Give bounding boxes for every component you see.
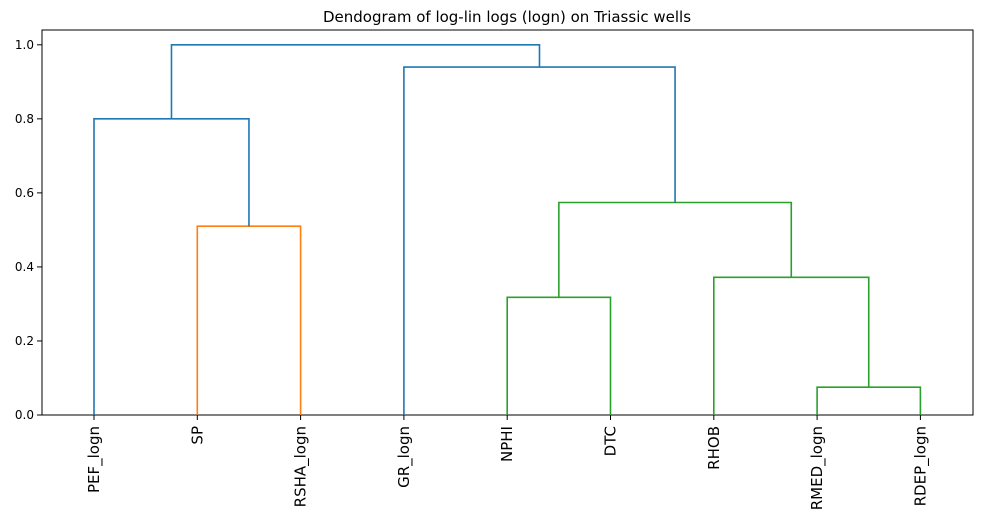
x-tick-label: RSHA_logn — [292, 426, 311, 507]
y-tick-label: 0.6 — [15, 186, 34, 200]
dendrogram-link — [506, 296, 612, 415]
dendrogram-link — [558, 201, 793, 298]
y-tick-label: 1.0 — [15, 38, 34, 52]
dendrogram-link — [403, 66, 676, 415]
x-tick-label: GR_logn — [395, 426, 414, 488]
dendrogram-links — [93, 44, 922, 415]
y-tick-label: 0.0 — [15, 408, 34, 422]
dendrogram-link — [93, 118, 250, 415]
dendrogram-link — [170, 44, 541, 119]
x-tick-label: RHOB — [705, 426, 723, 470]
dendrogram-link — [816, 386, 922, 415]
y-tick-label: 0.8 — [15, 112, 34, 126]
chart-title: Dendogram of log-lin logs (logn) on Tria… — [323, 8, 691, 26]
dendrogram-link — [196, 225, 302, 415]
x-tick-label: NPHI — [498, 426, 516, 462]
x-tick-label: RDEP_logn — [911, 426, 930, 506]
y-tick-label: 0.2 — [15, 334, 34, 348]
dendrogram-link — [713, 276, 870, 415]
y-tick-label: 0.4 — [15, 260, 34, 274]
x-axis: PEF_logn SP RSHA_logn GR_logn NPHI DTC RHOB RME… — [85, 415, 930, 510]
y-axis: 0.0 0.2 0.4 0.6 0.8 1.0 — [15, 38, 42, 422]
x-tick-label: PEF_logn — [85, 426, 104, 493]
x-tick-label: DTC — [602, 426, 620, 456]
x-tick-label: SP — [188, 426, 206, 445]
x-tick-label: RMED_logn — [808, 426, 827, 510]
